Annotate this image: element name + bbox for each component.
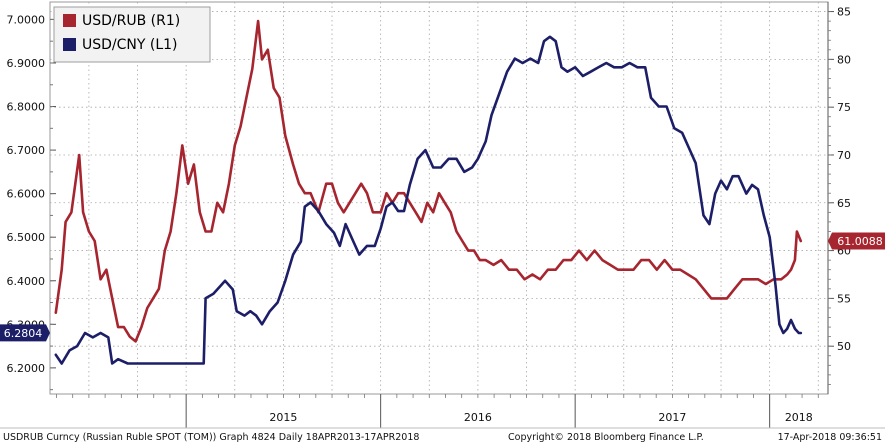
x-year-label-0: 2015 [269,411,297,424]
usdcny-last-value-tag-text: 6.2804 [4,327,43,340]
right-tick-label-0: 50 [837,340,851,353]
right-tick-label-7: 85 [837,6,851,19]
legend-label-usdcny: USD/CNY (L1) [82,37,178,53]
footer-left-text: USDRUB Curncy (Russian Ruble SPOT (TOM))… [3,432,419,443]
left-tick-label-2: 6.4000 [7,275,46,288]
left-tick-label-6: 6.8000 [7,101,46,114]
left-tick-label-0: 6.2000 [7,362,46,375]
left-tick-label-4: 6.6000 [7,188,46,201]
series-line-usdcny [54,35,803,365]
x-year-label-3: 2018 [785,411,813,424]
right-tick-label-4: 70 [837,149,851,162]
series-line-usdrub [54,19,803,343]
last-value-tags: 61.0088 6.2804 [0,232,885,342]
right-tick-label-5: 75 [837,101,851,114]
usdcny-last-value-tag-background [0,324,50,342]
usdrub-last-value-tag-background [828,232,885,250]
usdrub-last-value-tag-text: 61.0088 [837,235,883,248]
left-tick-label-7: 6.9000 [7,57,46,70]
legend-swatch-usdcny [63,38,76,51]
right-tick-label-3: 65 [837,197,851,210]
usdrub-last-value-tag: 61.0088 [828,232,885,250]
right-tick-label-1: 55 [837,292,851,305]
x-year-label-1: 2016 [464,411,492,424]
x-year-label-2: 2017 [658,411,686,424]
usdcny-last-value-tag: 6.2804 [0,324,50,342]
footer: USDRUB Curncy (Russian Ruble SPOT (TOM))… [0,427,885,443]
grid-layer [50,2,828,394]
legend-label-usdrub: USD/RUB (R1) [82,13,180,29]
footer-middle-text: Copyright© 2018 Bloomberg Finance L.P. [508,432,704,443]
left-tick-label-5: 6.7000 [7,144,46,157]
right-tick-label-6: 80 [837,53,851,66]
series-layer [54,19,803,365]
left-tick-label-8: 7.0000 [7,13,46,26]
footer-right-text: 17-Apr-2018 09:36:51 [778,432,882,443]
legend: USD/RUB (R1) USD/CNY (L1) [53,6,211,63]
legend-swatch-usdrub [63,14,76,27]
plot-area [49,1,829,395]
legend-box [53,6,211,63]
left-tick-label-3: 6.5000 [7,231,46,244]
x-axis: 2015 2016 2017 2018 [56,394,819,428]
